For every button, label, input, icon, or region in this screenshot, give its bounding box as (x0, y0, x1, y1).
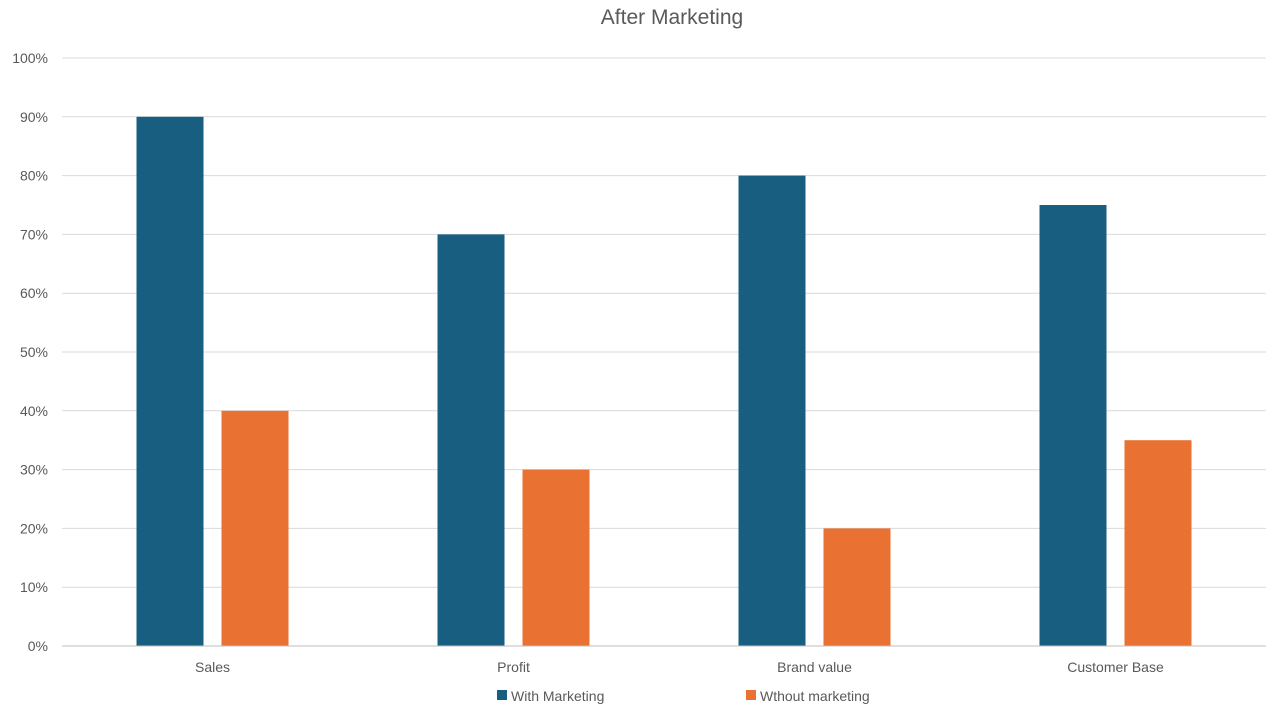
bar-with-marketing-1 (437, 234, 505, 646)
bars (136, 116, 1192, 647)
y-tick-label: 50% (20, 344, 48, 360)
legend-swatch (746, 690, 756, 700)
legend-label: Wthout marketing (760, 688, 870, 704)
y-tick-label: 90% (20, 109, 48, 125)
x-category-label: Brand value (777, 659, 852, 675)
y-tick-label: 10% (20, 579, 48, 595)
bar-without-marketing-2 (823, 528, 891, 646)
legend-label: With Marketing (511, 688, 604, 704)
x-category-label: Sales (195, 659, 230, 675)
y-tick-label: 0% (28, 638, 48, 654)
bar-without-marketing-3 (1124, 440, 1192, 646)
bar-with-marketing-3 (1039, 205, 1107, 646)
x-category-label: Customer Base (1067, 659, 1164, 675)
x-category-label: Profit (497, 659, 530, 675)
y-tick-label: 30% (20, 462, 48, 478)
y-tick-label: 20% (20, 520, 48, 536)
y-tick-label: 100% (12, 50, 48, 66)
y-tick-label: 40% (20, 403, 48, 419)
legend: With Marketing Wthout marketing (497, 688, 870, 704)
legend-swatch (497, 690, 507, 700)
y-tick-label: 60% (20, 285, 48, 301)
bar-without-marketing-0 (221, 410, 289, 646)
x-axis: Sales Profit Brand value Customer Base (62, 645, 1266, 675)
bar-with-marketing-0 (136, 116, 204, 647)
chart-title: After Marketing (601, 6, 743, 29)
y-tick-label: 70% (20, 226, 48, 242)
bar-with-marketing-2 (738, 175, 806, 646)
bar-without-marketing-1 (522, 469, 590, 646)
y-axis-ticks: 0% 10% 20% 30% 40% 50% 60% 70% 80% 90% 100% (12, 50, 48, 654)
y-tick-label: 80% (20, 168, 48, 184)
